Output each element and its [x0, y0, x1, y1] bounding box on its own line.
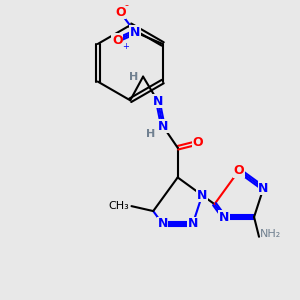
Text: NH₂: NH₂: [260, 229, 281, 239]
Text: H: H: [129, 72, 138, 82]
Text: O: O: [112, 34, 123, 46]
Text: N: N: [219, 211, 229, 224]
Text: O: O: [115, 6, 126, 19]
Text: H: H: [146, 129, 156, 139]
Text: +: +: [122, 43, 129, 52]
Text: O: O: [192, 136, 203, 149]
Text: N: N: [153, 95, 163, 108]
Text: O: O: [234, 164, 244, 177]
Text: N: N: [258, 182, 268, 195]
Text: N: N: [158, 119, 168, 133]
Text: N: N: [130, 26, 140, 39]
Text: N: N: [158, 218, 168, 230]
Text: CH₃: CH₃: [109, 201, 130, 211]
Text: N: N: [188, 218, 198, 230]
Text: -: -: [124, 0, 128, 11]
Text: N: N: [197, 189, 207, 202]
